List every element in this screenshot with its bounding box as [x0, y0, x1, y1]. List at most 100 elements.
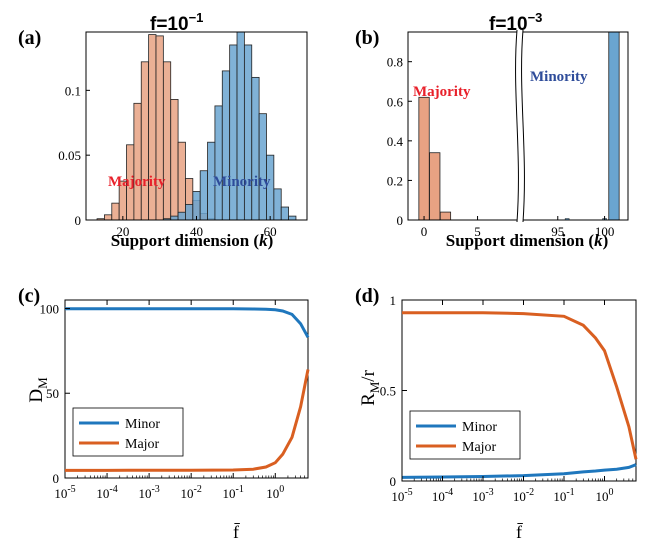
bar-minority-a: [185, 204, 194, 221]
ytick-label-b: 0.2: [387, 173, 403, 188]
axis-break-line: [521, 29, 525, 223]
xtick-base: 10: [223, 486, 236, 501]
bar-minority-a: [221, 70, 231, 221]
annotation-minority-a: Minority: [213, 174, 271, 190]
bar-minority-a: [258, 113, 267, 221]
xlabel-a-text: Support dimension (: [111, 231, 260, 250]
xtick-base: 10: [432, 489, 445, 504]
panel-label-d: (d): [355, 285, 379, 307]
bar-minority-a: [288, 215, 297, 221]
xtick-base: 10: [472, 489, 485, 504]
xtick-base: 10: [553, 489, 566, 504]
bar-minority-a: [280, 206, 289, 221]
bar-majority-a: [177, 141, 186, 221]
ytick-label-d: 0: [390, 474, 397, 489]
xtick-exp: -5: [404, 487, 412, 498]
legend-label-minor: Minor: [462, 420, 497, 435]
xtick-base: 10: [391, 489, 404, 504]
ylabel-c: DM: [26, 377, 50, 403]
bar-minority-a: [170, 215, 179, 221]
xtick-base: 10: [138, 486, 151, 501]
xtick-base: 10: [54, 486, 67, 501]
xtick-label-c: 10-2: [180, 484, 201, 501]
bar-minority-a: [229, 44, 238, 221]
xtick-label-a: 20: [116, 224, 129, 239]
bar-majority-a: [155, 35, 164, 221]
title-a-exp: −1: [189, 10, 204, 25]
legend-d: [409, 410, 521, 460]
xtick-label-c: 100: [266, 484, 284, 501]
title-b-base: f=10: [489, 14, 528, 35]
bar-minority-a: [251, 76, 260, 221]
xtick-base: 10: [595, 489, 608, 504]
xtick-base: 10: [96, 486, 109, 501]
xtick-label-a: 40: [190, 224, 203, 239]
ylabel-d-rest: /r: [358, 369, 379, 381]
xtick-label-c: 10-1: [223, 484, 244, 501]
line-major-d: [402, 311, 638, 460]
bar-minority-a: [192, 191, 201, 221]
annotation-minority-b: Minority: [530, 69, 588, 85]
xtick-label-a: 60: [264, 224, 277, 239]
xtick-label-c: 10-5: [54, 484, 75, 501]
bar-majority-a: [140, 61, 150, 221]
xtick-base: 10: [180, 486, 193, 501]
ylabel-d-base: R: [358, 393, 379, 406]
axis-break-line: [515, 29, 519, 223]
xtick-exp: -3: [151, 484, 159, 495]
xlabel-b: Support dimension (k): [446, 231, 609, 250]
bar-minority-a: [177, 211, 186, 221]
ytick-label-b: 0.4: [387, 134, 404, 149]
ytick-label-a: 0.1: [65, 83, 81, 98]
line-minor-d: [401, 463, 637, 479]
bar-minority-a: [236, 31, 245, 221]
ytick-label-c: 0: [53, 471, 60, 486]
legend-c: [72, 407, 184, 457]
annotation-majority-a: Majority: [108, 174, 166, 190]
legend-label-major: Major: [125, 437, 160, 452]
xtick-exp: -2: [526, 487, 534, 498]
ytick-label-c: 100: [40, 301, 60, 316]
bar-majority-b: [418, 96, 430, 221]
ylabel-c-sub: M: [35, 377, 50, 389]
ytick-label-a: 0.05: [58, 148, 81, 163]
xtick-exp: -3: [485, 487, 493, 498]
xlabel-a: Support dimension (k): [111, 231, 274, 250]
xlabel-c: f̄: [233, 522, 240, 542]
annotation-majority-b: Majority: [413, 84, 471, 100]
legend-label-major: Major: [462, 440, 497, 455]
xlabel-b-text: Support dimension (: [446, 231, 595, 250]
line-major-c: [65, 369, 310, 472]
xlabel-tail: ): [268, 231, 274, 250]
xtick-exp: -4: [445, 487, 453, 498]
bar-minority-b: [608, 31, 620, 221]
line-minor-c: [65, 307, 310, 339]
xtick-base: 10: [513, 489, 526, 504]
ytick-label-a: 0: [75, 213, 82, 228]
xtick-label-d: 10-2: [513, 487, 534, 504]
ytick-label-d: 0.5: [380, 384, 396, 399]
title-a: f=10−1: [150, 10, 203, 35]
xtick-exp: -2: [193, 484, 201, 495]
xtick-label-c: 10-3: [138, 484, 159, 501]
xtick-base: 10: [266, 486, 279, 501]
xtick-exp: -5: [67, 484, 75, 495]
ylabel-d: RM/r: [358, 369, 382, 406]
bar-majority-b: [439, 211, 452, 221]
xtick-label-c: 10-4: [96, 484, 117, 501]
ytick-label-d: 1: [390, 293, 397, 308]
xtick-label-d: 10-5: [391, 487, 412, 504]
bar-minority-a: [273, 188, 282, 221]
panel-label-c: (c): [18, 285, 40, 307]
ylabel-d-sub: M: [367, 381, 382, 393]
xtick-label-b: 95: [551, 224, 564, 239]
bar-majority-a: [104, 214, 113, 221]
bar-majority-b: [429, 152, 441, 221]
ytick-label-c: 50: [46, 386, 59, 401]
ytick-label-b: 0: [397, 213, 404, 228]
xtick-label-b: 0: [421, 224, 428, 239]
xlabel-k-italic: k: [259, 231, 268, 250]
